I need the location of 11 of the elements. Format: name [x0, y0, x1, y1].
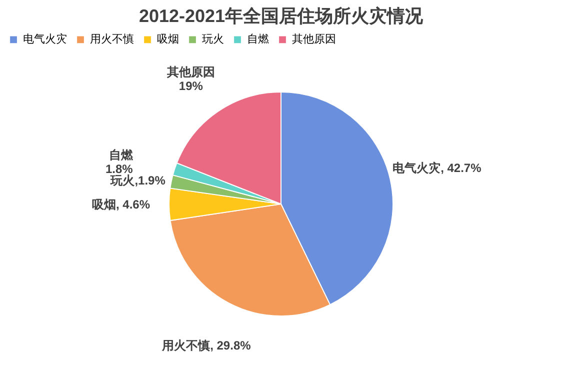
legend-label: 自燃: [247, 34, 269, 46]
data-label: 其他原因 19%: [166, 64, 215, 93]
chart-title: 2012-2021年全国居住场所火灾情况: [138, 6, 424, 26]
data-label: 用火不慎, 29.8%: [161, 338, 252, 353]
legend-label: 用火不慎: [90, 32, 134, 46]
legend-label: 其他原因: [292, 32, 336, 46]
legend-label: 电气火灾: [23, 32, 67, 46]
data-label: 吸烟, 4.6%: [92, 198, 150, 212]
legend-label: 吸烟: [157, 34, 179, 46]
legend-label: 玩火: [202, 32, 224, 46]
data-label: 电气火灾, 42.7%: [392, 161, 482, 176]
